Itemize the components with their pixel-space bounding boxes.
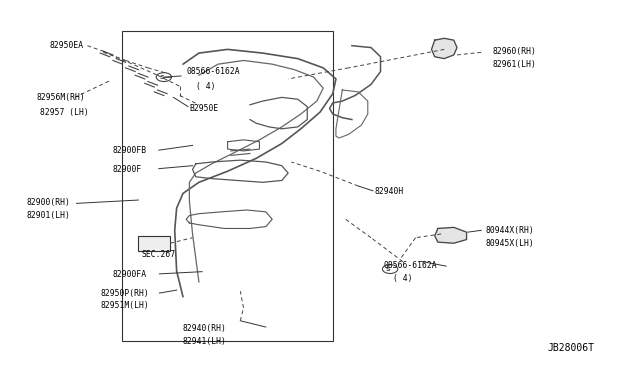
- Text: ( 4): ( 4): [394, 274, 413, 283]
- Text: JB28006T: JB28006T: [547, 343, 594, 353]
- Text: ( 4): ( 4): [196, 82, 215, 91]
- Bar: [138, 236, 170, 251]
- Text: 82956M(RH): 82956M(RH): [36, 93, 85, 102]
- Text: B2950E: B2950E: [189, 104, 219, 113]
- Text: 80945X(LH): 80945X(LH): [486, 239, 534, 248]
- Text: 82900FB: 82900FB: [113, 147, 147, 155]
- Text: 08566-6162A: 08566-6162A: [384, 261, 437, 270]
- Text: 82941(LH): 82941(LH): [183, 337, 227, 346]
- Text: S: S: [159, 75, 164, 80]
- Polygon shape: [431, 38, 457, 59]
- Text: 82950EA: 82950EA: [49, 41, 83, 50]
- Text: 82900(RH): 82900(RH): [27, 198, 71, 207]
- Text: S: S: [386, 267, 390, 272]
- Text: 82900F: 82900F: [113, 165, 142, 174]
- Text: 82951M(LH): 82951M(LH): [100, 301, 149, 311]
- Text: 82960(RH): 82960(RH): [492, 47, 536, 56]
- Text: 08566-6162A: 08566-6162A: [186, 67, 240, 76]
- Text: 82961(LH): 82961(LH): [492, 60, 536, 69]
- Bar: [122, 31, 333, 341]
- Text: 80944X(RH): 80944X(RH): [486, 226, 534, 235]
- Text: 82900FA: 82900FA: [113, 270, 147, 279]
- Text: 82940H: 82940H: [374, 187, 403, 196]
- Text: SEC.267: SEC.267: [141, 250, 176, 259]
- Text: 82940(RH): 82940(RH): [183, 324, 227, 333]
- Text: 82950P(RH): 82950P(RH): [100, 289, 149, 298]
- Polygon shape: [435, 227, 467, 243]
- Text: 82957 (LH): 82957 (LH): [40, 108, 88, 117]
- Text: 82901(LH): 82901(LH): [27, 211, 71, 220]
